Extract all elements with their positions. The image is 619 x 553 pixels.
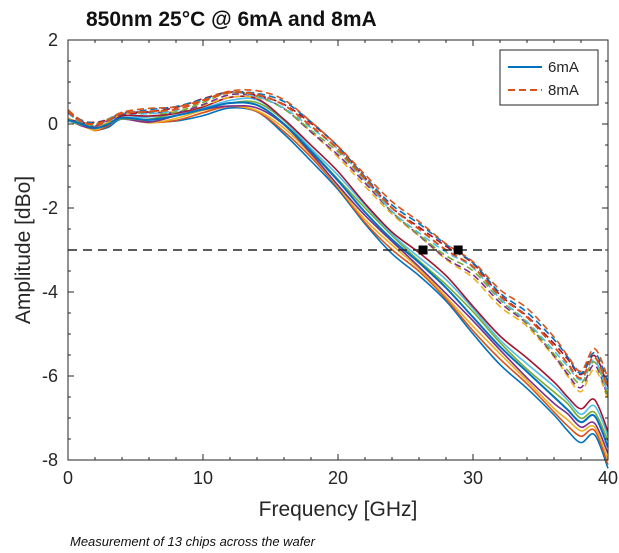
x-tick-label-1: 10 bbox=[193, 468, 213, 488]
chip-trace-6mA-5 bbox=[67, 97, 609, 437]
crossing-marker-1 bbox=[453, 245, 463, 255]
x-axis-label: Frequency [GHz] bbox=[259, 498, 418, 521]
y-axis-label: Amplitude [dBo] bbox=[12, 176, 35, 324]
legend: 6mA 8mA bbox=[499, 49, 599, 106]
series-line-6mA bbox=[67, 101, 609, 448]
chip-trace-8mA-3 bbox=[67, 91, 609, 394]
y-tick-label-1: 0 bbox=[48, 114, 58, 134]
chip-trace-6mA-2 bbox=[67, 105, 609, 461]
figure-caption: Measurement of 13 chips across the wafer bbox=[70, 534, 315, 549]
marker-group bbox=[418, 245, 463, 255]
x-tick-label-3: 30 bbox=[463, 468, 483, 488]
chart-title: 850nm 25°C @ 6mA and 8mA bbox=[86, 8, 377, 31]
x-tick-label-4: 40 bbox=[598, 468, 618, 488]
chip-trace-6mA-6 bbox=[67, 95, 609, 433]
tick-marks bbox=[67, 39, 609, 461]
crossing-marker-0 bbox=[418, 245, 428, 255]
legend-label-6mA: 6mA bbox=[548, 59, 579, 76]
chip-trace-8mA-0 bbox=[67, 95, 609, 400]
y-tick-label-4: -6 bbox=[42, 366, 58, 386]
series-line-8mA bbox=[67, 91, 609, 389]
chip-trace-8mA-6 bbox=[67, 88, 609, 379]
x-tick-label-2: 20 bbox=[328, 468, 348, 488]
chip-trace-8mA-4 bbox=[67, 91, 609, 388]
y-tick-label-2: -2 bbox=[42, 198, 58, 218]
y-tick-label-5: -8 bbox=[42, 450, 58, 470]
y-tick-label-0: 2 bbox=[48, 30, 58, 50]
chip-trace-8mA-5 bbox=[67, 91, 609, 383]
y-tick-label-3: -4 bbox=[42, 282, 58, 302]
legend-box bbox=[499, 49, 599, 106]
chip-trace-6mA-1 bbox=[67, 105, 609, 465]
chart-curves bbox=[67, 88, 609, 469]
chip-trace-8mA-1 bbox=[67, 93, 609, 398]
chip-trace-8mA-2 bbox=[67, 91, 609, 396]
chip-trace-6mA-0 bbox=[67, 106, 609, 469]
legend-label-8mA: 8mA bbox=[548, 82, 579, 99]
x-tick-label-0: 0 bbox=[63, 468, 73, 488]
